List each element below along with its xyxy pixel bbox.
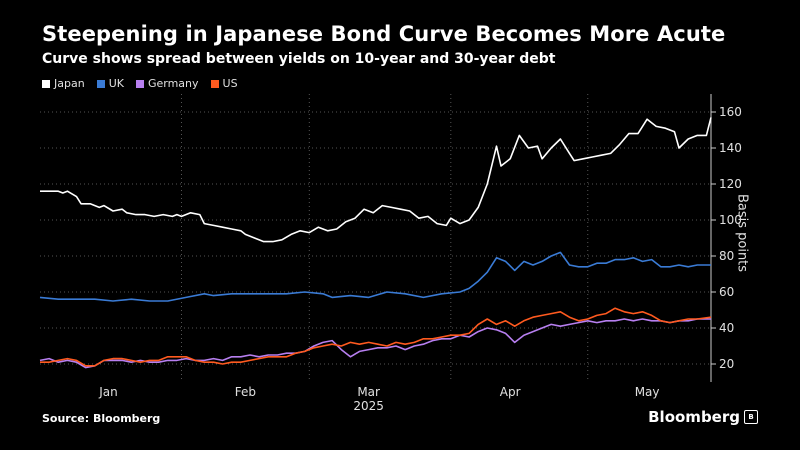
x-tick-label: May xyxy=(635,385,660,399)
legend: Japan UK Germany US xyxy=(42,77,238,90)
legend-label-germany: Germany xyxy=(147,77,199,90)
legend-swatch-us xyxy=(210,79,219,88)
y-tick-label: 140 xyxy=(719,141,742,155)
y-axis-label: Basis points xyxy=(734,193,750,273)
x-tick-label: Jan xyxy=(98,385,118,399)
y-tick-label: 160 xyxy=(719,105,742,119)
brand-name: Bloomberg xyxy=(648,408,740,426)
series-line-us xyxy=(40,307,712,367)
y-tick-label: 40 xyxy=(719,321,734,335)
y-tick-label: 80 xyxy=(719,249,734,263)
bloomberg-icon: B xyxy=(744,410,758,424)
chart-title: Steepening in Japanese Bond Curve Become… xyxy=(42,22,726,46)
y-tick-label: 20 xyxy=(719,357,734,371)
legend-label-uk: UK xyxy=(108,77,124,90)
source-note: Source: Bloomberg xyxy=(42,412,161,425)
y-tick-label: 100 xyxy=(719,213,742,227)
legend-swatch-japan xyxy=(42,79,50,88)
legend-item-japan: Japan xyxy=(42,77,85,90)
legend-swatch-germany xyxy=(135,79,144,88)
x-tick-label: Feb xyxy=(235,385,256,399)
x-tick-label: Mar xyxy=(357,385,380,399)
legend-label-us: US xyxy=(222,77,238,90)
x-axis-label: 2025 xyxy=(353,399,384,413)
legend-swatch-uk xyxy=(96,79,105,88)
legend-item-germany: Germany xyxy=(135,77,199,90)
series-line-japan xyxy=(40,117,712,243)
legend-item-uk: UK xyxy=(96,77,124,90)
brand-logo: Bloomberg B xyxy=(648,408,758,426)
chart-subtitle: Curve shows spread between yields on 10-… xyxy=(42,51,556,67)
y-tick-label: 60 xyxy=(719,285,734,299)
x-tick-label: Apr xyxy=(500,385,521,399)
series-line-uk xyxy=(39,251,711,302)
series-line-germany xyxy=(39,318,711,369)
y-tick-label: 120 xyxy=(719,177,742,191)
legend-label-japan: Japan xyxy=(54,77,85,90)
legend-item-us: US xyxy=(210,77,238,90)
